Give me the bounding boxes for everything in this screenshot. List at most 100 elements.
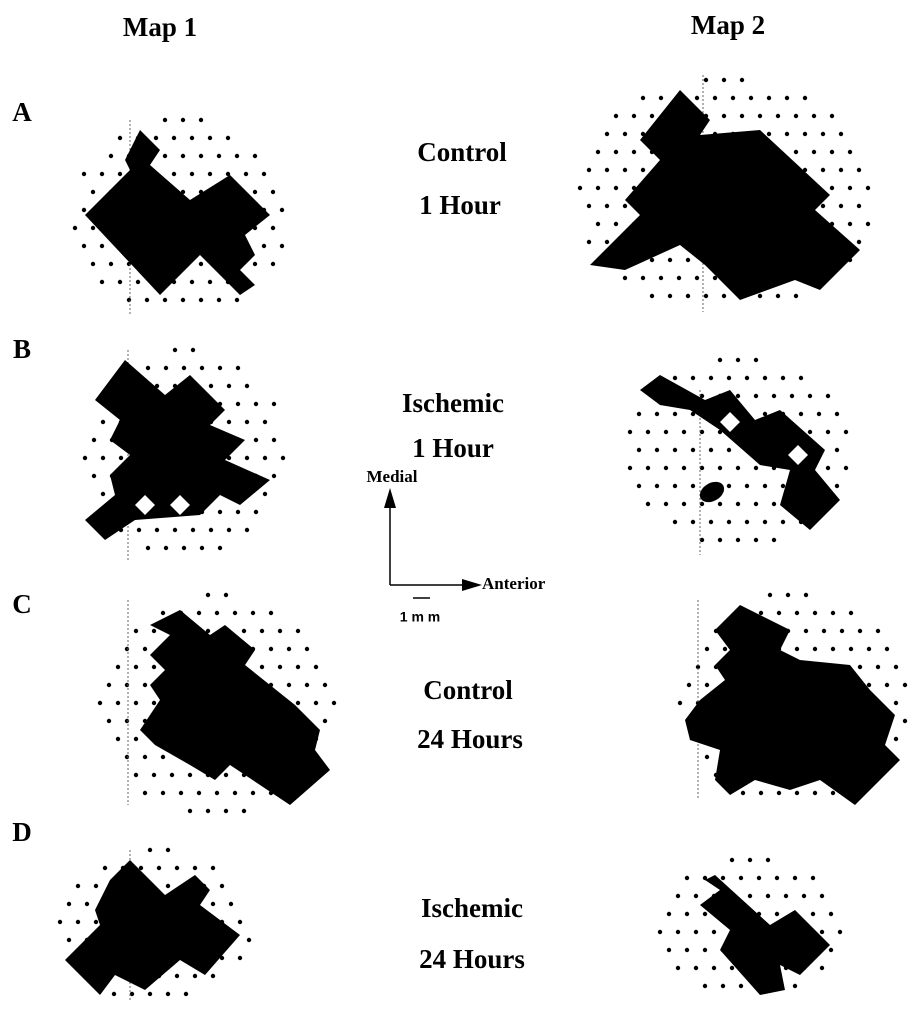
dot (810, 911, 816, 917)
dot (711, 929, 717, 935)
dot (636, 447, 642, 453)
dot (675, 965, 681, 971)
dot (738, 983, 744, 989)
dot (794, 610, 800, 616)
dot (721, 293, 727, 299)
dot (767, 592, 773, 598)
dot (151, 772, 157, 778)
dot (252, 189, 258, 195)
dot (135, 279, 141, 285)
dot (622, 131, 628, 137)
dot (279, 207, 285, 213)
dot (857, 628, 863, 634)
dot (604, 203, 610, 209)
dot (717, 357, 723, 363)
dot (780, 483, 786, 489)
dot (830, 646, 836, 652)
dot (586, 239, 592, 245)
dot (217, 365, 223, 371)
dot (261, 171, 267, 177)
dot (672, 447, 678, 453)
dot (766, 131, 772, 137)
dot (207, 171, 213, 177)
dot (162, 117, 168, 123)
dot (217, 545, 223, 551)
dot (151, 700, 157, 706)
dot (108, 153, 114, 159)
dot (295, 664, 301, 670)
dot (163, 545, 169, 551)
dot (699, 429, 705, 435)
dot (747, 893, 753, 899)
dot (270, 261, 276, 267)
dot (681, 501, 687, 507)
dot (187, 772, 193, 778)
dot (117, 135, 123, 141)
dot (214, 790, 220, 796)
map-region (685, 605, 900, 805)
dot (771, 393, 777, 399)
dot (856, 203, 862, 209)
dot (875, 664, 881, 670)
dot (93, 919, 99, 925)
dot (675, 893, 681, 899)
dot (234, 153, 240, 159)
dot (780, 375, 786, 381)
dot (223, 808, 229, 814)
dot (798, 375, 804, 381)
dot (726, 483, 732, 489)
dot (613, 185, 619, 191)
dot (81, 207, 87, 213)
dot (884, 646, 890, 652)
dot (124, 718, 130, 724)
dot (145, 365, 151, 371)
dot (181, 545, 187, 551)
dot (838, 167, 844, 173)
dot (198, 297, 204, 303)
dot (160, 754, 166, 760)
dot (90, 225, 96, 231)
dot (776, 790, 782, 796)
dot (322, 718, 328, 724)
dot (730, 95, 736, 101)
dot (237, 919, 243, 925)
dot (279, 243, 285, 249)
dot (180, 117, 186, 123)
condition: Control (423, 675, 513, 705)
dot (645, 429, 651, 435)
dot (708, 447, 714, 453)
dot (704, 754, 710, 760)
dot (758, 790, 764, 796)
dot (663, 429, 669, 435)
dot (613, 221, 619, 227)
gap (720, 412, 740, 432)
dot (847, 185, 853, 191)
dot (645, 465, 651, 471)
dot (115, 664, 121, 670)
dot (117, 171, 123, 177)
map-region (700, 875, 830, 995)
dot (693, 929, 699, 935)
dot (816, 411, 822, 417)
dot (744, 483, 750, 489)
dot (144, 297, 150, 303)
dot (99, 171, 105, 177)
dot (684, 875, 690, 881)
dot (604, 167, 610, 173)
dot (690, 519, 696, 525)
row-letter: B (13, 334, 31, 364)
dot (721, 113, 727, 119)
dot (138, 865, 144, 871)
dot (253, 509, 259, 515)
dot (280, 455, 286, 461)
dot (838, 203, 844, 209)
time: 1 Hour (419, 190, 501, 220)
dot (829, 113, 835, 119)
dot (613, 113, 619, 119)
dot (631, 113, 637, 119)
dot (811, 149, 817, 155)
dot (151, 628, 157, 634)
dot (133, 664, 139, 670)
condition: Ischemic (421, 893, 523, 923)
dot (735, 465, 741, 471)
